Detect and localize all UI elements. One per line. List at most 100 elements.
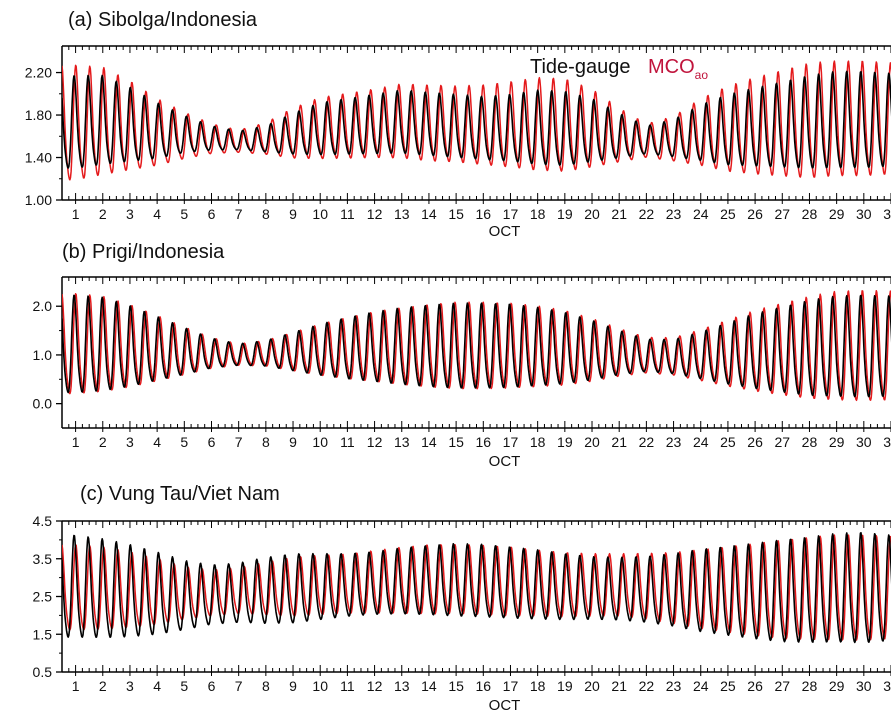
x-tick-label: 25	[720, 206, 736, 222]
panel-title: (a) Sibolga/Indonesia	[68, 9, 258, 31]
x-tick-label: 15	[448, 434, 464, 450]
x-tick-label: 2	[99, 678, 107, 694]
x-tick-label: 18	[530, 434, 546, 450]
x-tick-label: 20	[584, 678, 600, 694]
x-tick-label: 13	[394, 206, 410, 222]
legend: Tide-gauge MCOao	[530, 56, 708, 82]
x-tick-label: 22	[639, 206, 655, 222]
x-tick-label: 12	[367, 434, 383, 450]
x-tick-label: 26	[747, 206, 763, 222]
x-tick-label: 8	[262, 206, 270, 222]
x-tick-label: 26	[747, 434, 763, 450]
legend-model-label: MCOao	[648, 56, 708, 82]
series-line-mco-ao	[62, 534, 891, 641]
x-tick-label: 5	[180, 678, 188, 694]
y-tick-label: 2.5	[33, 589, 53, 605]
x-tick-label: 29	[829, 206, 845, 222]
x-tick-label: 14	[421, 678, 437, 694]
x-tick-label: 28	[802, 434, 818, 450]
x-tick-label: 16	[476, 434, 492, 450]
x-tick-label: 23	[666, 678, 682, 694]
x-tick-label: 16	[476, 206, 492, 222]
x-tick-label: 21	[611, 434, 627, 450]
x-tick-label: 19	[557, 678, 573, 694]
x-tick-label: 22	[639, 434, 655, 450]
y-tick-label: 2.0	[33, 298, 53, 314]
x-axis-label: OCT	[489, 697, 521, 714]
x-tick-label: 3	[126, 678, 134, 694]
x-axis-label: OCT	[489, 223, 521, 240]
x-tick-label: 24	[693, 434, 709, 450]
panel-title: (c) Vung Tau/Viet Nam	[80, 483, 280, 505]
x-tick-label: 2	[99, 434, 107, 450]
x-tick-label: 1	[72, 206, 80, 222]
x-tick-label: 6	[208, 678, 216, 694]
x-tick-label: 1	[72, 678, 80, 694]
x-tick-label: 29	[829, 678, 845, 694]
x-tick-label: 19	[557, 206, 573, 222]
x-tick-label: 10	[312, 678, 328, 694]
series-line-mco-ao	[62, 60, 891, 181]
x-tick-label: 16	[476, 678, 492, 694]
x-tick-label: 13	[394, 678, 410, 694]
x-tick-label: 21	[611, 678, 627, 694]
x-tick-label: 24	[693, 678, 709, 694]
y-tick-label: 2.20	[25, 65, 52, 81]
x-tick-label: 7	[235, 678, 243, 694]
x-tick-label: 11	[340, 434, 355, 450]
x-tick-label: 15	[448, 678, 464, 694]
x-tick-label: 13	[394, 434, 410, 450]
x-tick-label: 31	[883, 434, 891, 450]
x-tick-label: 10	[312, 434, 328, 450]
x-tick-label: 2	[99, 206, 107, 222]
panel-title: (b) Prigi/Indonesia	[62, 241, 225, 263]
x-tick-label: 20	[584, 434, 600, 450]
x-tick-label: 21	[611, 206, 627, 222]
x-tick-label: 12	[367, 206, 383, 222]
x-tick-label: 27	[774, 678, 790, 694]
x-tick-label: 18	[530, 206, 546, 222]
y-tick-label: 0.5	[33, 664, 53, 680]
x-tick-label: 24	[693, 206, 709, 222]
x-tick-label: 27	[774, 206, 790, 222]
y-tick-label: 1.5	[33, 626, 53, 642]
x-tick-label: 6	[208, 206, 216, 222]
series-group	[62, 531, 891, 644]
x-tick-label: 30	[856, 206, 872, 222]
x-tick-label: 11	[340, 678, 355, 694]
x-tick-label: 17	[503, 678, 519, 694]
series-line-tide-gauge	[62, 531, 891, 644]
x-tick-label: 4	[153, 434, 161, 450]
x-tick-label: 31	[883, 678, 891, 694]
series-group	[62, 290, 891, 402]
x-tick-label: 26	[747, 678, 763, 694]
x-tick-label: 28	[802, 206, 818, 222]
y-tick-label: 1.00	[25, 192, 52, 208]
x-tick-label: 9	[289, 434, 297, 450]
x-tick-label: 8	[262, 434, 270, 450]
x-tick-label: 9	[289, 206, 297, 222]
series-line-mco-ao	[62, 290, 891, 402]
x-tick-label: 20	[584, 206, 600, 222]
x-tick-label: 31	[883, 206, 891, 222]
x-tick-label: 17	[503, 434, 519, 450]
y-tick-label: 0.0	[33, 396, 53, 412]
y-tick-label: 3.5	[33, 551, 53, 567]
x-tick-label: 14	[421, 206, 437, 222]
x-tick-label: 7	[235, 434, 243, 450]
x-tick-label: 27	[774, 434, 790, 450]
y-tick-label: 1.40	[25, 150, 52, 166]
x-tick-label: 10	[312, 206, 328, 222]
x-tick-label: 3	[126, 434, 134, 450]
x-tick-label: 6	[208, 434, 216, 450]
x-tick-label: 3	[126, 206, 134, 222]
x-tick-label: 25	[720, 434, 736, 450]
x-tick-label: 4	[153, 678, 161, 694]
x-tick-label: 8	[262, 678, 270, 694]
y-tick-label: 4.5	[33, 513, 53, 529]
x-tick-label: 18	[530, 678, 546, 694]
